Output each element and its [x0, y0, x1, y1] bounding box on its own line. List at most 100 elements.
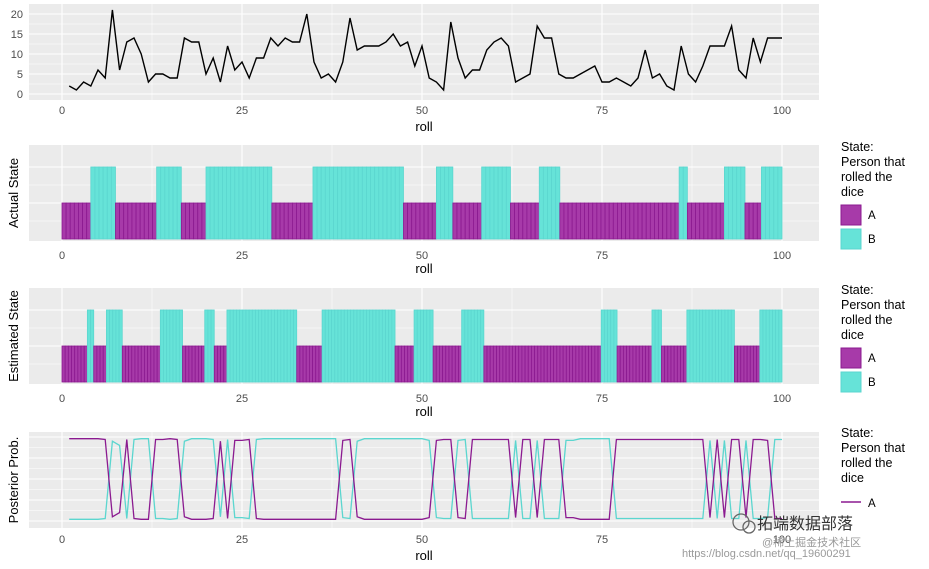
state-bar-12	[106, 166, 112, 240]
posterior-gridlines	[29, 432, 819, 528]
state-bar-212	[730, 309, 735, 383]
state-bar-97	[456, 202, 462, 240]
state-bar-64	[320, 166, 326, 240]
state-bar-3	[69, 202, 75, 240]
state-bar-21	[143, 202, 149, 240]
y-tick-label-0: 0	[17, 89, 23, 101]
estimated-state-panel: 0 25 50 75 100 Estimated State roll State: P…	[6, 283, 905, 419]
state-bar-155	[550, 345, 555, 383]
state-bar-38	[178, 309, 183, 383]
state-bar-23	[131, 345, 136, 383]
state-bar-194	[673, 345, 678, 383]
state-bar-70	[280, 309, 285, 383]
state-bar-93	[440, 166, 446, 240]
state-bar-46	[246, 166, 252, 240]
actual-legend: State: Person that rolled the dice A B	[840, 140, 905, 250]
state-bar-159	[711, 202, 717, 240]
state-bar-37	[175, 309, 180, 383]
state-bar-59	[300, 202, 306, 240]
state-bar-40	[185, 345, 190, 383]
state-bar-134	[608, 202, 614, 240]
state-bar-160	[565, 345, 570, 383]
state-bar-136	[489, 345, 494, 383]
state-bar-160	[715, 202, 721, 240]
actual-legend-title-line-3: rolled the	[841, 170, 892, 184]
state-bar-171	[600, 309, 605, 383]
state-bar-108	[501, 166, 507, 240]
state-bar-100	[375, 309, 380, 383]
state-bar-83	[321, 309, 326, 383]
state-bar-164	[732, 166, 738, 240]
state-bar-120	[439, 345, 444, 383]
state-bar-96	[362, 309, 367, 383]
state-bar-90	[427, 202, 433, 240]
state-bar-142	[641, 202, 647, 240]
state-bar-29	[150, 345, 155, 383]
rolls-y-tick-labels: 0 5 10 15 20	[11, 9, 23, 101]
state-bar-195	[676, 345, 681, 383]
posterior-legend: State: Person that rolled the dice A	[841, 426, 905, 510]
estimated-legend-title-line-1: State:	[841, 283, 874, 297]
state-bar-132	[600, 202, 606, 240]
state-bar-84	[403, 202, 408, 240]
state-bar-2	[65, 202, 71, 240]
state-bar-192	[667, 345, 672, 383]
state-bar-7	[80, 345, 85, 383]
state-bar-64	[261, 309, 266, 383]
state-bar-16	[109, 309, 114, 383]
state-bar-139	[629, 202, 635, 240]
state-bar-53	[275, 202, 281, 240]
state-bar-151	[537, 345, 542, 383]
state-bar-87	[415, 202, 421, 240]
actual-legend-label-a: A	[868, 210, 876, 222]
state-bar-144	[515, 345, 520, 383]
state-bar-8	[90, 166, 96, 240]
state-bar-9	[94, 166, 100, 240]
state-bar-204	[705, 309, 710, 383]
state-bar-57	[239, 309, 244, 383]
state-bar-152	[540, 345, 545, 383]
state-bar-37	[209, 166, 215, 240]
state-bar-38	[213, 166, 219, 240]
state-bar-61	[251, 309, 256, 383]
rolls-panel: 0 5 10 15 20 0 25 50 75 100 roll	[11, 4, 819, 134]
state-bar-140	[502, 345, 507, 383]
state-bar-130	[470, 309, 475, 383]
state-bar-150	[674, 202, 680, 240]
state-bar-44	[197, 345, 202, 383]
posterior-legend-title-line-3: rolled the	[841, 456, 892, 470]
state-bar-122	[445, 345, 450, 383]
state-bar-32	[189, 202, 195, 240]
state-bar-139	[499, 345, 504, 383]
state-bar-199	[689, 309, 694, 383]
estimated-legend-swatch-b	[840, 371, 862, 393]
state-bar-218	[749, 345, 754, 383]
state-bar-6	[82, 202, 88, 240]
state-bar-125	[454, 345, 459, 383]
state-bar-185	[645, 345, 650, 383]
state-bar-161	[719, 202, 725, 240]
state-bar-173	[607, 309, 612, 383]
state-bar-98	[369, 309, 374, 383]
state-bar-29	[176, 166, 182, 240]
state-bar-115	[423, 309, 428, 383]
state-bar-8	[83, 345, 88, 383]
state-bar-65	[324, 166, 330, 240]
state-bar-74	[293, 309, 298, 383]
state-bar-81	[390, 166, 396, 240]
state-bar-41	[188, 345, 193, 383]
state-bar-140	[633, 202, 639, 240]
state-bar-59	[245, 309, 250, 383]
state-bar-123	[448, 345, 453, 383]
state-bar-52	[271, 202, 277, 240]
estimated-legend-title-line-4: dice	[841, 328, 864, 342]
state-bar-69	[277, 309, 282, 383]
state-bar-24	[134, 345, 139, 383]
state-bar-121	[442, 345, 447, 383]
state-bar-99	[372, 309, 377, 383]
state-bar-85	[328, 309, 332, 383]
estimated-state-bars	[61, 309, 783, 383]
state-bar-60	[248, 309, 253, 383]
state-bar-83	[398, 166, 404, 240]
state-bar-178	[623, 345, 627, 383]
